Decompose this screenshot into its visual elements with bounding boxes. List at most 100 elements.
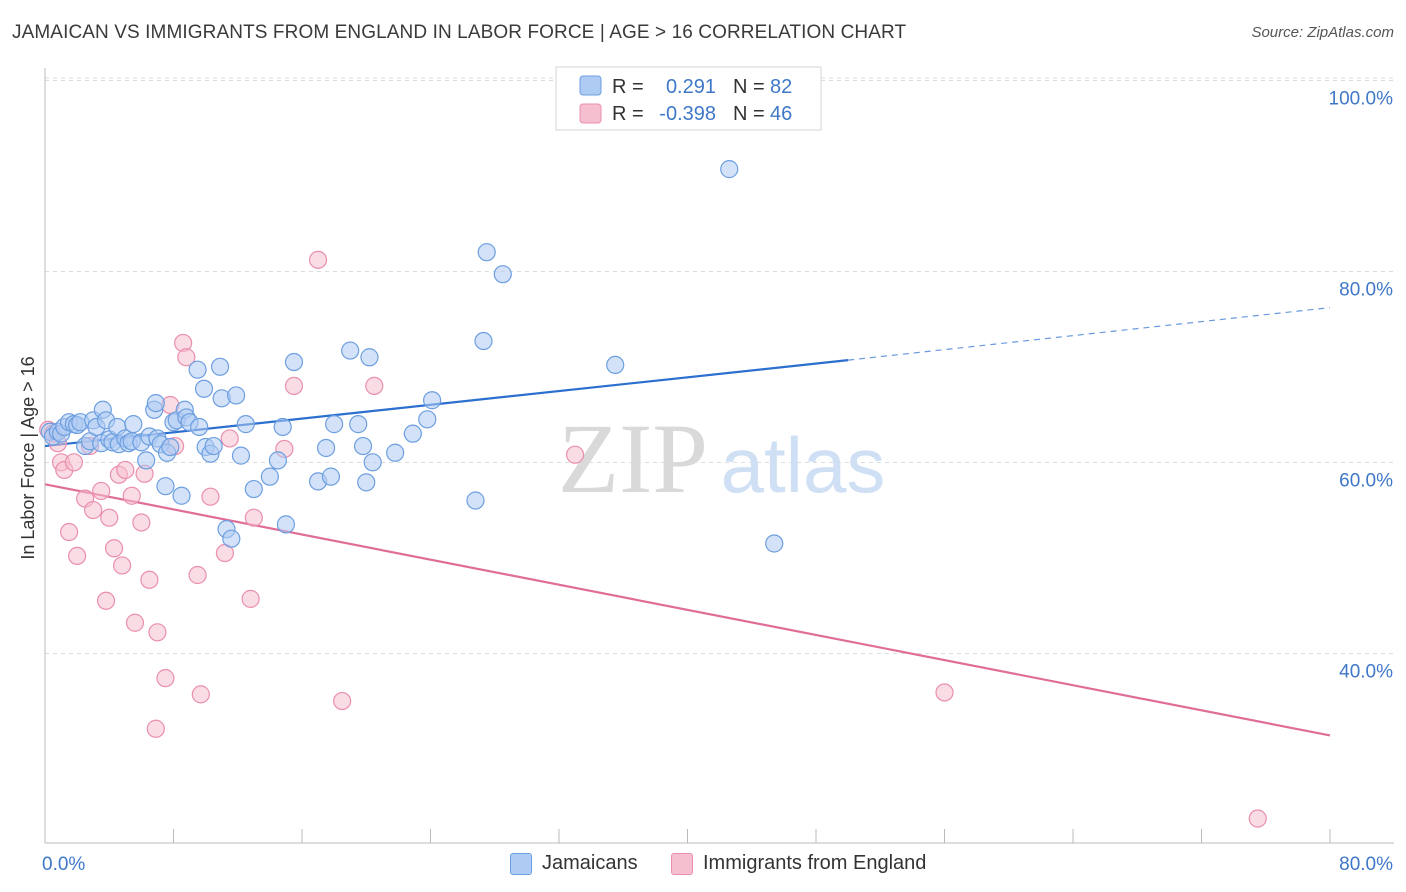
tick-labels: 100.0% 80.0% 60.0% 40.0% 0.0% 80.0% — [42, 89, 1393, 876]
data-point-jamaican — [124, 415, 143, 434]
legend-item-jamaicans: Jamaicans — [510, 852, 638, 875]
data-point-england — [64, 453, 84, 472]
legend-n-label-1: N = — [733, 76, 765, 98]
top-legend: R = 0.291 N = 82 R = -0.398 N = 46 — [555, 66, 822, 131]
data-point-england — [59, 522, 79, 542]
data-point-england — [112, 556, 132, 575]
data-point-england — [177, 348, 196, 367]
data-point-england — [241, 589, 260, 608]
legend-swatch-england — [671, 852, 693, 875]
data-point-jamaican — [156, 477, 175, 496]
data-point-england — [935, 683, 954, 702]
data-point-jamaican — [765, 534, 784, 553]
y-tick-label: 100.0% — [1329, 89, 1394, 110]
trend-line-jamaicans — [44, 359, 849, 448]
data-point-jamaican — [161, 437, 180, 457]
legend-n-value-1: 82 — [770, 76, 792, 98]
data-point-england — [148, 623, 167, 642]
data-point-jamaican — [606, 355, 625, 374]
data-point-england — [84, 500, 103, 520]
data-point-jamaican — [493, 265, 512, 284]
data-point-england — [122, 486, 141, 505]
data-point-jamaican — [321, 467, 341, 486]
y-tick-label: 80.0% — [1339, 280, 1393, 301]
grid-lines — [45, 77, 1394, 654]
data-point-england — [201, 487, 220, 506]
data-point-jamaican — [341, 341, 360, 360]
data-point-england — [284, 376, 304, 396]
data-point-england — [333, 691, 352, 711]
data-point-jamaican — [260, 467, 279, 486]
x-tick-label: 0.0% — [42, 854, 85, 875]
trend-lines — [44, 307, 1331, 737]
legend-r-value-2: -0.398 — [659, 103, 716, 125]
data-point-jamaican — [210, 357, 230, 376]
data-point-england — [244, 508, 263, 527]
data-point-england — [92, 481, 111, 501]
legend-swatch-jamaicans — [579, 75, 602, 96]
data-point-jamaican — [268, 451, 288, 470]
data-point-jamaican — [190, 417, 209, 437]
bottom-legend: Jamaicans Immigrants from England — [0, 852, 1406, 878]
data-point-jamaican — [244, 479, 263, 499]
legend-n-label-2: N = — [733, 103, 765, 125]
source-label: Source: ZipAtlas.com — [1251, 24, 1394, 41]
legend-r-value-1: 0.291 — [666, 76, 716, 98]
data-point-jamaican — [227, 386, 246, 405]
data-point-jamaican — [172, 486, 191, 505]
data-point-jamaican — [204, 436, 223, 456]
axes — [44, 68, 1394, 844]
data-point-england — [220, 429, 239, 448]
data-point-jamaican — [363, 453, 382, 472]
data-point-england — [96, 591, 116, 610]
data-point-jamaican — [357, 473, 376, 492]
data-point-jamaican — [423, 391, 442, 410]
data-point-jamaican — [222, 529, 241, 548]
data-point-england — [116, 460, 135, 480]
data-point-jamaican — [276, 515, 296, 534]
data-point-england — [565, 445, 585, 464]
trend-line-jamaicans-extension — [848, 307, 1331, 361]
data-point-jamaican — [474, 331, 493, 351]
trend-line-england — [44, 483, 1331, 737]
legend-swatch-jamaicans — [510, 852, 532, 875]
data-point-jamaican — [360, 348, 379, 367]
data-point-jamaican — [466, 491, 485, 510]
data-point-jamaican — [236, 415, 255, 434]
x-tick-label: 80.0% — [1339, 854, 1393, 875]
data-point-england — [191, 685, 210, 704]
points-jamaicans — [40, 160, 784, 553]
data-point-jamaican — [194, 379, 214, 398]
legend-label-england: Immigrants from England — [703, 852, 927, 874]
chart-title: JAMAICAN VS IMMIGRANTS FROM ENGLAND IN L… — [12, 22, 907, 43]
data-point-jamaican — [403, 424, 422, 443]
data-point-england — [156, 669, 175, 688]
legend-r-label-2: R = — [612, 103, 644, 125]
y-axis-label: In Labor Force | Age > 16 — [18, 356, 38, 559]
data-point-jamaican — [477, 243, 496, 262]
watermark-atlas: atlas — [721, 421, 886, 509]
data-point-jamaican — [231, 446, 251, 465]
legend-item-england: Immigrants from England — [671, 852, 926, 875]
data-point-jamaican — [349, 415, 368, 434]
data-point-england — [140, 570, 159, 589]
data-point-jamaican — [273, 417, 292, 437]
data-point-jamaican — [418, 410, 437, 429]
data-point-england — [188, 565, 207, 585]
data-point-england — [125, 613, 145, 632]
data-point-england — [104, 539, 124, 558]
data-point-jamaican — [720, 160, 739, 179]
legend-r-label-1: R = — [612, 76, 644, 98]
y-tick-label: 40.0% — [1339, 662, 1393, 683]
data-point-england — [1248, 809, 1267, 828]
data-point-jamaican — [137, 451, 156, 470]
legend-label-jamaicans: Jamaicans — [542, 852, 638, 874]
y-tick-label: 60.0% — [1339, 471, 1393, 492]
data-point-jamaican — [146, 394, 165, 413]
data-point-england — [132, 513, 151, 532]
data-point-england — [68, 546, 87, 566]
legend-n-value-2: 46 — [770, 103, 792, 125]
data-point-jamaican — [386, 443, 405, 462]
data-point-england — [365, 376, 384, 396]
